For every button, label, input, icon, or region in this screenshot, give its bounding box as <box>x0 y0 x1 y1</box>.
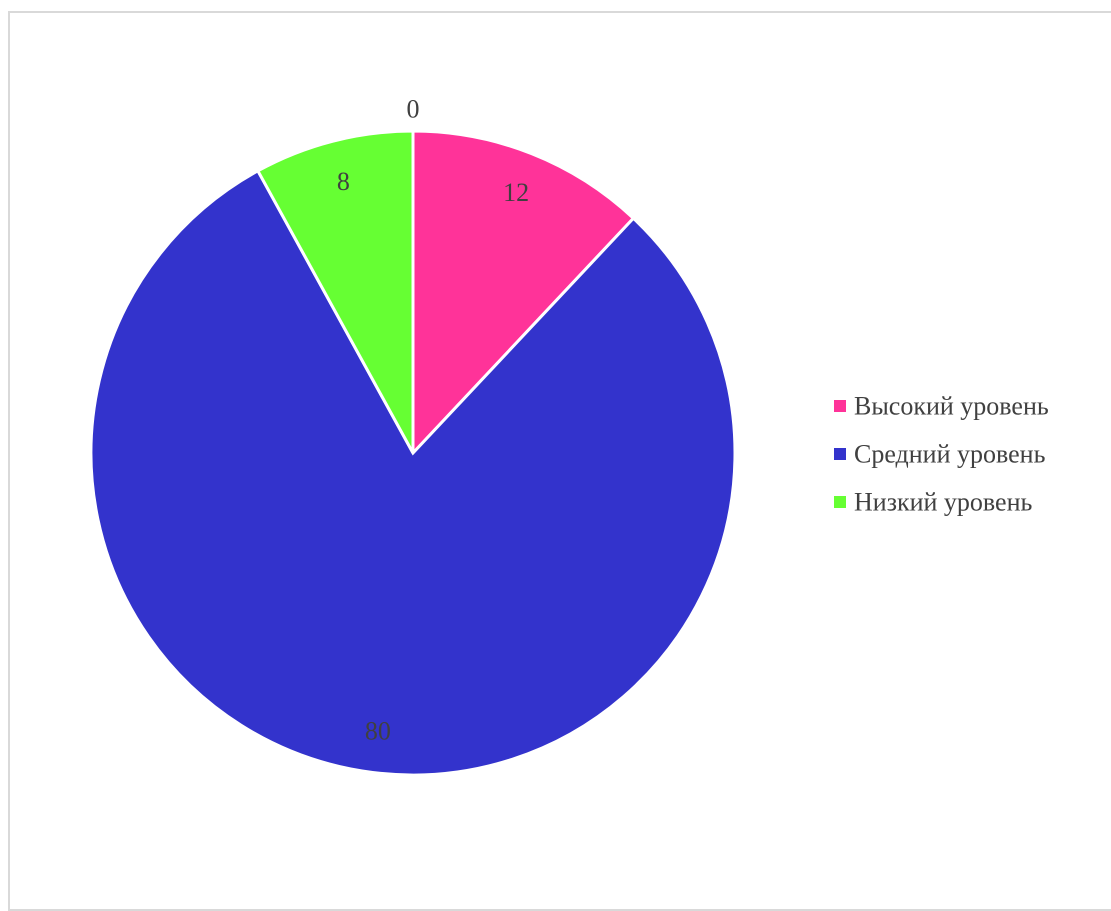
legend-swatch-3 <box>834 496 846 508</box>
pie-slices <box>89 129 737 777</box>
data-label-2: 80 <box>365 716 391 745</box>
legend-swatch-1 <box>834 400 846 412</box>
legend: Высокий уровень Средний уровень Низкий уро… <box>834 392 1049 517</box>
data-label-zero: 0 <box>407 95 420 124</box>
pie-slice-1 <box>411 129 636 457</box>
legend-label-3: Низкий уровень <box>854 488 1032 517</box>
legend-label-1: Высокий уровень <box>854 392 1049 421</box>
legend-swatch-2 <box>834 448 846 460</box>
pie-slice-2 <box>89 168 737 777</box>
legend-label-2: Средний уровень <box>854 440 1046 469</box>
pie-slice-3 <box>255 129 415 454</box>
data-label-1: 12 <box>503 178 529 207</box>
data-label-3: 8 <box>337 167 350 196</box>
